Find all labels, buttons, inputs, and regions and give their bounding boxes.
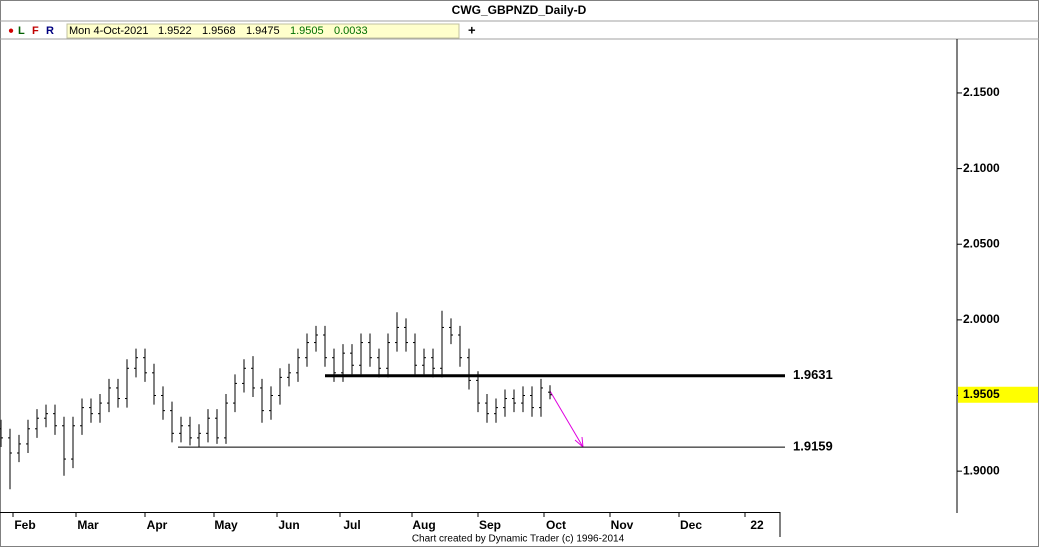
x-tick-label: Oct (546, 518, 566, 532)
toolbar-button[interactable]: R (46, 25, 54, 37)
info-date: Mon 4-Oct-2021 (69, 25, 148, 37)
x-tick-label: Aug (412, 518, 435, 532)
x-tick-label: Apr (147, 518, 168, 532)
x-tick-label: Jul (343, 518, 360, 532)
y-tick-label: 2.0000 (963, 312, 1000, 326)
y-tick-label: 2.1500 (963, 85, 1000, 99)
x-tick-label: Jun (278, 518, 299, 532)
projection-arrowhead (574, 436, 584, 448)
last-price-label: 1.9505 (963, 387, 1000, 401)
x-tick-label: May (214, 518, 238, 532)
footer: Chart created by Dynamic Trader (c) 1996… (412, 534, 625, 545)
y-tick-label: 2.1000 (963, 161, 1000, 175)
x-tick-label: Dec (680, 518, 702, 532)
x-tick-label: 22 (750, 518, 764, 532)
info-low: 1.9475 (246, 25, 280, 37)
toolbar-button[interactable]: L (18, 25, 25, 37)
x-tick-label: Mar (77, 518, 99, 532)
y-tick-label: 2.0500 (963, 236, 1000, 250)
info-change: 0.0033 (334, 25, 368, 37)
level-label: 1.9159 (793, 439, 833, 454)
x-tick-label: Sep (479, 518, 501, 532)
projection-arrow (549, 390, 584, 448)
add-button[interactable]: + (468, 22, 476, 37)
x-tick-label: Feb (14, 518, 35, 532)
toolbar-button[interactable]: F (32, 25, 39, 37)
status-dot: ● (8, 26, 14, 37)
info-high: 1.9568 (202, 25, 236, 37)
level-label: 1.9631 (793, 367, 833, 382)
info-close: 1.9505 (290, 25, 324, 37)
x-tick-label: Nov (611, 518, 634, 532)
chart-title: CWG_GBPNZD_Daily-D (452, 3, 587, 17)
y-tick-label: 1.9000 (963, 463, 1000, 477)
info-box (66, 23, 460, 39)
info-open: 1.9522 (158, 25, 192, 37)
last-price-box (958, 386, 1038, 403)
